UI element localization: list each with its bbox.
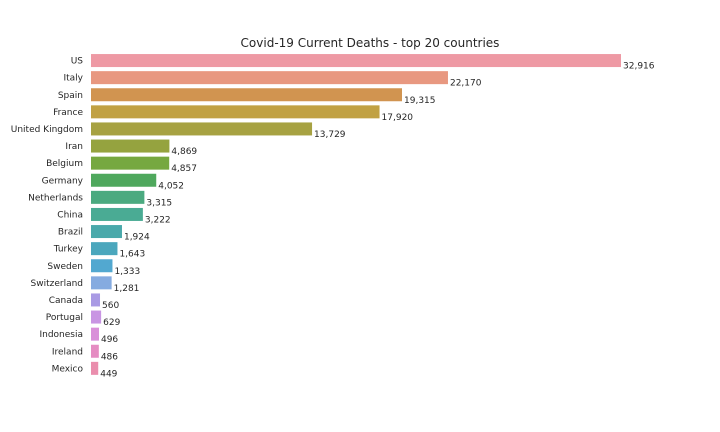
y-tick-label: Germany (42, 176, 84, 186)
bar-indonesia (91, 327, 99, 341)
bar-brazil (91, 225, 122, 239)
data-label: 22,170 (450, 79, 482, 89)
bar-china (91, 207, 143, 221)
bar-iran (91, 139, 170, 153)
y-tick-label: Italy (63, 74, 83, 84)
bar-united-kingdom (91, 122, 313, 136)
data-label: 32,916 (623, 62, 655, 72)
data-label: 496 (101, 335, 118, 345)
bars-group (91, 54, 621, 375)
bar-ireland (91, 344, 99, 358)
data-label: 4,857 (171, 164, 197, 174)
data-label: 4,869 (171, 147, 197, 157)
data-label: 1,281 (114, 284, 140, 294)
y-tick-label: Indonesia (39, 330, 83, 340)
bar-italy (91, 71, 448, 85)
y-tick-label: Canada (49, 296, 83, 306)
bar-turkey (91, 242, 118, 256)
y-tick-label: Spain (58, 91, 83, 101)
data-label: 17,920 (382, 113, 414, 123)
bar-portugal (91, 310, 102, 324)
data-label: 1,333 (114, 267, 140, 277)
y-tick-label: Belgium (46, 159, 83, 169)
bar-france (91, 105, 380, 119)
bar-switzerland (91, 276, 112, 290)
data-label: 19,315 (404, 96, 436, 106)
y-tick-label: United Kingdom (11, 125, 83, 135)
data-label: 449 (100, 369, 117, 379)
y-tick-label: Switzerland (31, 279, 84, 289)
y-tick-label: France (53, 108, 83, 118)
data-label: 1,643 (119, 250, 145, 260)
data-labels: 32,916 22,170 19,315 17,920 13,729 4,869 4,857… (100, 62, 655, 380)
y-tick-label: Netherlands (28, 193, 83, 203)
y-tick-label: Mexico (52, 364, 84, 374)
bar-spain (91, 88, 403, 102)
bar-germany (91, 173, 157, 187)
data-label: 486 (101, 352, 118, 362)
bar-belgium (91, 156, 170, 170)
y-tick-label: Iran (65, 142, 83, 152)
y-tick-label: Ireland (52, 347, 83, 357)
y-tick-label: China (57, 210, 83, 220)
data-label: 629 (103, 318, 120, 328)
bar-mexico (91, 361, 99, 375)
bar-canada (91, 293, 101, 307)
y-tick-label: Brazil (58, 228, 83, 238)
data-label: 13,729 (314, 130, 346, 140)
data-label: 3,315 (146, 198, 172, 208)
y-tick-label: Turkey (53, 245, 84, 255)
bar-sweden (91, 259, 113, 273)
data-label: 560 (102, 301, 119, 311)
y-tick-label: Portugal (46, 313, 83, 323)
data-label: 4,052 (158, 181, 184, 191)
data-label: 1,924 (124, 233, 150, 243)
bar-netherlands (91, 190, 145, 204)
bar-us (91, 54, 621, 68)
y-tick-label: US (71, 57, 84, 67)
y-tick-labels: US Italy Spain France United Kingdom Iran Belg… (11, 57, 84, 375)
chart-title: Covid-19 Current Deaths - top 20 countri… (241, 36, 500, 50)
data-label: 3,222 (145, 216, 171, 226)
y-tick-label: Sweden (47, 262, 83, 272)
